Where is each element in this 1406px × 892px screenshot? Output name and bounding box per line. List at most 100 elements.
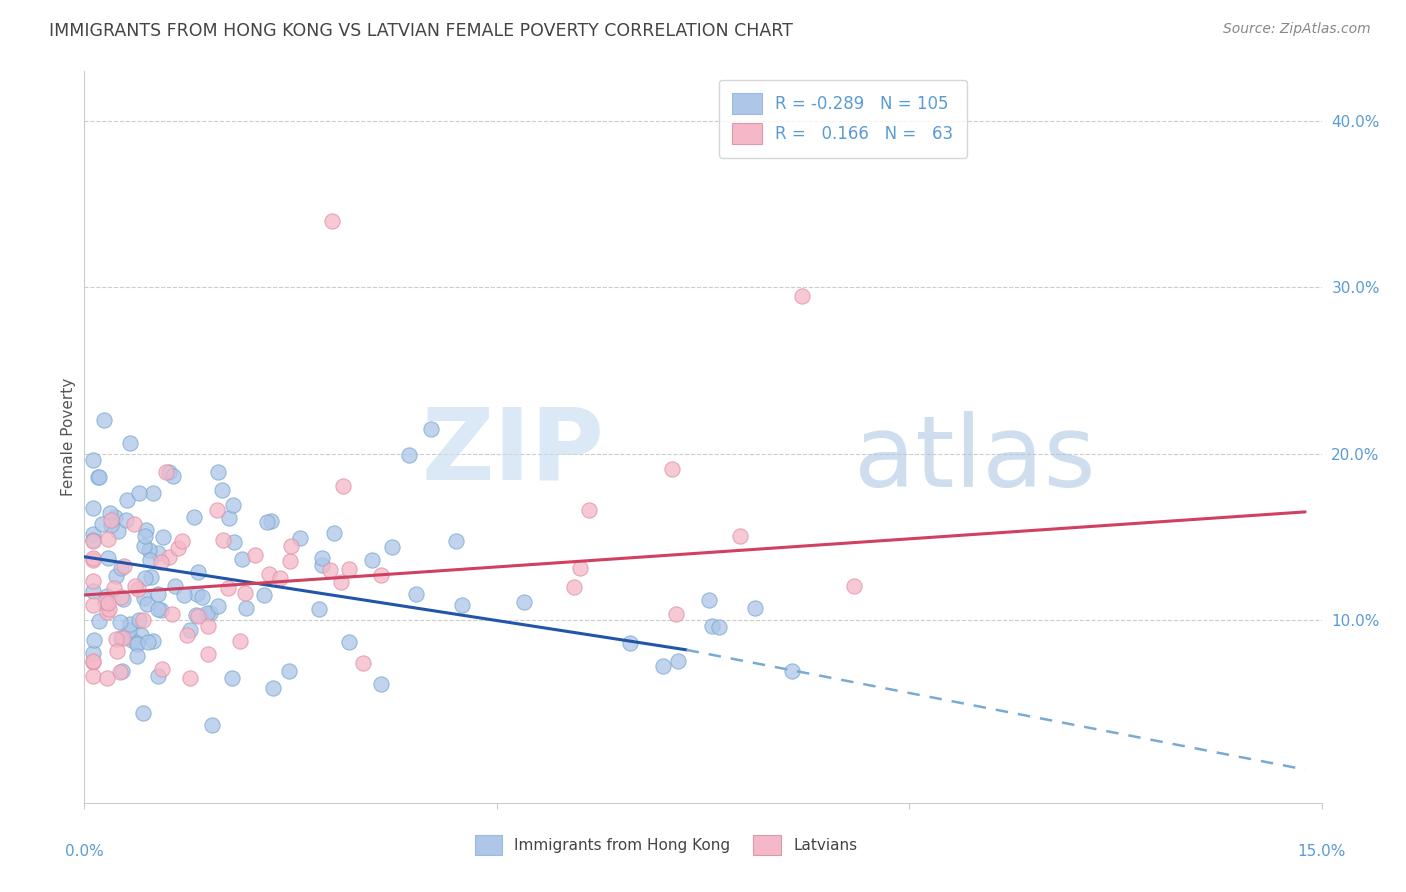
Point — [231, 551, 253, 566]
Point — [187, 565, 209, 579]
Point — [280, 539, 302, 553]
Point — [108, 615, 131, 629]
Point — [569, 561, 592, 575]
Text: ZIP: ZIP — [422, 403, 605, 500]
Point — [105, 644, 128, 658]
Point — [207, 599, 229, 613]
Point — [173, 589, 195, 603]
Point — [97, 602, 120, 616]
Point — [139, 552, 162, 566]
Point — [280, 554, 302, 568]
Point — [198, 606, 221, 620]
Point — [172, 533, 194, 548]
Point — [110, 560, 132, 574]
Point — [262, 681, 284, 695]
Point — [165, 579, 187, 593]
Point — [100, 518, 122, 533]
Point — [120, 616, 142, 631]
Point — [83, 632, 105, 647]
Point — [157, 465, 180, 479]
Point — [243, 549, 266, 563]
Point — [128, 485, 150, 500]
Text: atlas: atlas — [855, 410, 1097, 508]
Point — [152, 530, 174, 544]
Point — [135, 523, 157, 537]
Point — [744, 601, 766, 615]
Point — [118, 623, 141, 637]
Point — [131, 627, 153, 641]
Point — [513, 595, 536, 609]
Point — [269, 571, 291, 585]
Point — [87, 470, 110, 484]
Point — [707, 620, 730, 634]
Point — [381, 540, 404, 554]
Point — [187, 608, 209, 623]
Point — [195, 607, 218, 621]
Point — [127, 649, 149, 664]
Text: 15.0%: 15.0% — [1298, 845, 1346, 859]
Point — [96, 605, 118, 619]
Point — [699, 593, 721, 607]
Point — [337, 635, 360, 649]
Point — [142, 486, 165, 500]
Point — [149, 555, 172, 569]
Point — [218, 511, 240, 525]
Point — [330, 574, 353, 589]
Point — [93, 594, 115, 608]
Point — [162, 469, 184, 483]
Point — [82, 599, 104, 613]
Point — [661, 462, 683, 476]
Point — [370, 677, 392, 691]
Point — [132, 539, 155, 553]
Point — [780, 665, 803, 679]
Point — [112, 559, 135, 574]
Point — [87, 614, 110, 628]
Point — [82, 584, 104, 599]
Point — [207, 465, 229, 479]
Point — [666, 655, 689, 669]
Point — [112, 592, 135, 607]
Y-axis label: Female Poverty: Female Poverty — [60, 378, 76, 496]
Text: Source: ZipAtlas.com: Source: ZipAtlas.com — [1223, 22, 1371, 37]
Point — [332, 479, 354, 493]
Point — [179, 624, 201, 638]
Point — [197, 647, 219, 661]
Point — [211, 533, 233, 548]
Point — [115, 513, 138, 527]
Point — [128, 613, 150, 627]
Point — [100, 513, 122, 527]
Point — [311, 551, 333, 566]
Point — [290, 532, 312, 546]
Point — [117, 492, 139, 507]
Point — [167, 541, 190, 556]
Point — [337, 561, 360, 575]
Point — [132, 706, 155, 720]
Text: 0.0%: 0.0% — [65, 845, 104, 859]
Point — [97, 532, 120, 546]
Point — [127, 637, 149, 651]
Point — [82, 655, 104, 669]
Point — [451, 598, 474, 612]
Point — [253, 588, 276, 602]
Point — [134, 571, 156, 585]
Point — [97, 550, 120, 565]
Point — [87, 470, 110, 484]
Point — [233, 585, 256, 599]
Point — [110, 632, 132, 646]
Point — [224, 534, 246, 549]
Point — [790, 289, 813, 303]
Point — [221, 671, 243, 685]
Point — [207, 503, 229, 517]
Point — [111, 632, 134, 646]
Point — [150, 662, 173, 676]
Point — [146, 587, 169, 601]
Legend: Immigrants from Hong Kong, Latvians: Immigrants from Hong Kong, Latvians — [468, 830, 863, 861]
Point — [105, 632, 128, 647]
Point — [138, 543, 160, 558]
Point — [419, 422, 441, 436]
Point — [179, 671, 201, 685]
Point — [321, 214, 343, 228]
Point — [82, 534, 104, 549]
Point — [260, 514, 283, 528]
Point — [278, 664, 301, 678]
